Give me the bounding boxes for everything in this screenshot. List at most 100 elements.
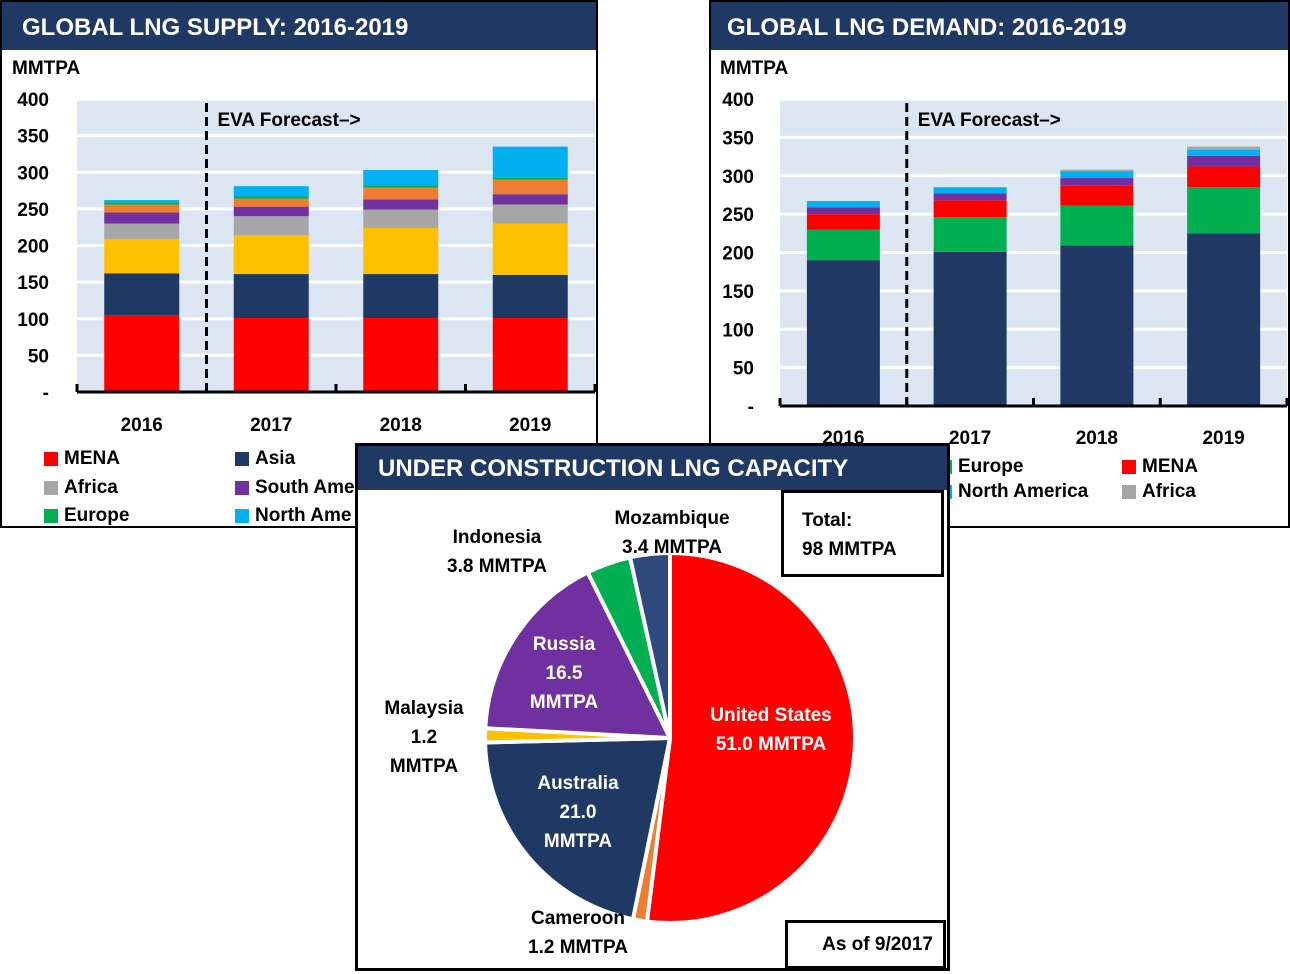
bar-segment-europe — [492, 177, 568, 180]
pie-slice-australia — [483, 736, 672, 922]
bar-segment-mena — [1060, 185, 1134, 206]
bar-segment-asia — [492, 274, 568, 319]
bar-segment-north-america — [233, 186, 309, 197]
pie-slice-united-states — [644, 551, 857, 925]
total-label: Total: — [802, 510, 853, 531]
pie-label-line: Australia — [537, 773, 619, 794]
x-tick-label: 2018 — [1076, 428, 1118, 449]
legend-item: South Ame — [235, 477, 355, 499]
pie-label-mozambique: Mozambique 3.4 MMTPA — [614, 504, 729, 562]
legend-swatch — [1122, 485, 1136, 499]
pie-label-cameroon: Cameroon 1.2 MMTPA — [528, 904, 628, 962]
pie-label-line: MMTPA — [389, 756, 459, 777]
bar-segment-mena — [233, 318, 309, 392]
pie-label-line: 21.0 — [559, 802, 597, 823]
bar-segment-series-2 — [363, 227, 439, 275]
x-tick-label: 2019 — [509, 415, 551, 436]
bar-segment-mena — [492, 318, 568, 392]
y-tick-label: 200 — [17, 237, 49, 258]
bar-segment-asia — [233, 274, 309, 319]
legend-item: Asia — [235, 448, 295, 470]
x-tick-label: 2017 — [949, 428, 991, 449]
bar-segment-asia — [363, 274, 439, 319]
bar-segment-africa — [1187, 146, 1261, 150]
pie-label-indonesia: Indonesia 3.8 MMTPA — [447, 523, 547, 581]
pie-label-line: 3.4 MMTPA — [622, 537, 722, 558]
legend-label: Africa — [64, 476, 118, 498]
legend-label: MENA — [64, 448, 120, 469]
bar-segment-north-america — [492, 146, 568, 178]
legend-item: Europe — [44, 505, 129, 527]
x-tick-label: 2017 — [250, 415, 292, 436]
bar-segment-series-2 — [104, 238, 180, 274]
bar-segment-north-america — [806, 201, 880, 208]
y-tick-label: 400 — [17, 90, 49, 111]
bar-segment-europe — [1187, 187, 1261, 234]
supply-chart-title: GLOBAL LNG SUPPLY: 2016-2019 — [2, 2, 596, 50]
y-tick-label: 50 — [28, 346, 49, 367]
supply-y-axis-label: MMTPA — [12, 58, 81, 79]
legend-label: North America — [958, 481, 1089, 502]
legend-item: MENA — [1122, 456, 1198, 478]
demand-chart-panel: GLOBAL LNG DEMAND: 2016-2019 MMTPA - 50 10… — [709, 0, 1290, 528]
demand-y-axis-label: MMTPA — [720, 58, 789, 79]
y-tick-label: 100 — [722, 320, 754, 341]
bar-segment-south-america — [363, 199, 439, 210]
bar-segment-south-america — [104, 212, 180, 224]
y-tick-label: 50 — [733, 359, 754, 380]
pie-label-line: United States — [710, 705, 832, 726]
pie-label-line: 1.2 MMTPA — [528, 937, 628, 958]
bar-segment-mena — [806, 214, 880, 230]
legend-label: Africa — [1142, 481, 1196, 502]
pie-label-malaysia: Malaysia 1.2 MMTPA — [384, 694, 463, 781]
total-value: 98 MMTPA — [802, 539, 897, 560]
y-tick-label: - — [43, 383, 49, 404]
bar-segment-series-5 — [363, 187, 439, 200]
bar-segment-africa — [1060, 169, 1134, 172]
legend-item: Africa — [44, 477, 118, 499]
x-tick-label: 2018 — [380, 415, 422, 436]
bar-segment-north-america — [1060, 171, 1134, 179]
pie-label-united-states: United States 51.0 MMTPA — [710, 701, 831, 759]
legend-swatch — [1122, 460, 1136, 474]
forecast-annotation: EVA Forecast–> — [918, 110, 1061, 131]
bar-segment-mena — [104, 315, 180, 392]
date-box: As of 9/2017 — [785, 920, 946, 969]
pie-label-line: 1.2 — [410, 727, 438, 748]
y-tick-label: 350 — [17, 127, 49, 148]
y-tick-label: 350 — [722, 128, 754, 149]
legend-label: Europe — [64, 505, 130, 526]
bar-segment-series-5 — [492, 179, 568, 195]
bar-segment-series-0 — [1060, 245, 1134, 406]
legend-swatch — [44, 509, 58, 523]
bar-segment-series-3 — [806, 207, 880, 215]
y-tick-label: - — [748, 397, 754, 418]
bar-segment-series-3 — [1187, 155, 1261, 167]
pie-label-line: Russia — [532, 634, 596, 655]
bar-segment-south-america — [233, 206, 309, 217]
pie-label-line: 16.5 — [545, 663, 583, 684]
bar-segment-north-america — [933, 187, 1007, 194]
legend-swatch — [235, 452, 249, 466]
pie-chart-panel: UNDER CONSTRUCTION LNG CAPACITY United S… — [355, 443, 950, 971]
x-tick-label: 2019 — [1202, 428, 1244, 449]
bar-segment-series-3 — [933, 193, 1007, 201]
bar-segment-europe — [933, 217, 1007, 252]
pie-label-line: Indonesia — [452, 527, 542, 548]
bar-segment-series-5 — [233, 198, 309, 207]
y-tick-label: 250 — [17, 200, 49, 221]
pie-label-australia: Australia 21.0 MMTPA — [537, 769, 618, 856]
bar-segment-asia — [104, 273, 180, 316]
pie-label-line: 3.8 MMTPA — [447, 556, 547, 577]
bar-segment-mena — [363, 318, 439, 392]
bar-segment-europe — [363, 185, 439, 188]
pie-slice-russia — [483, 570, 672, 740]
bar-segment-mena — [933, 200, 1007, 218]
y-tick-label: 400 — [722, 90, 754, 111]
bar-segment-series-0 — [933, 251, 1007, 406]
y-tick-label: 300 — [17, 163, 49, 184]
pie-label-line: 51.0 MMTPA — [715, 734, 827, 755]
bar-segment-africa — [492, 204, 568, 224]
legend-label: Asia — [255, 448, 296, 469]
legend-item: North Ame — [235, 505, 351, 527]
